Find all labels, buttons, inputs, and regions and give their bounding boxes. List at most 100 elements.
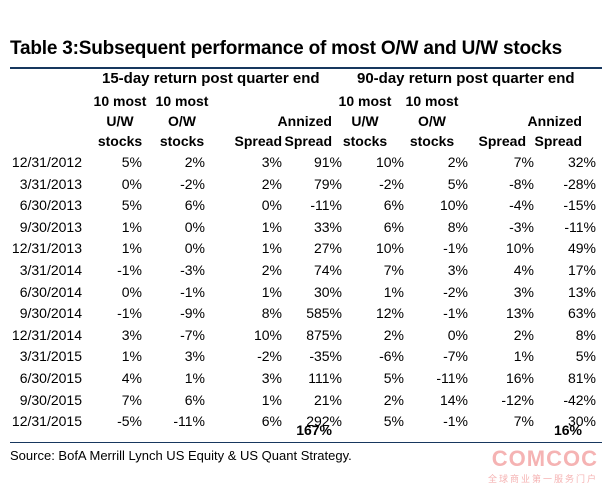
cell-sp90: 1% [513, 348, 534, 365]
cell-ow15: -1% [180, 283, 205, 300]
cell-an15: 79% [313, 175, 342, 192]
cell-an90: -15% [563, 197, 596, 214]
cell-ow15: 2% [184, 154, 205, 170]
header-uw-90-line3: stocks [342, 133, 388, 149]
cell-an90: 13% [567, 283, 596, 300]
cell-an15: 91% [313, 154, 342, 170]
cell-uw90: 7% [383, 261, 404, 278]
cell-uw90: 5% [383, 413, 404, 430]
cell-sp15: 1% [261, 391, 282, 408]
cell-an90: 30% [567, 413, 596, 430]
row-date: 3/31/2013 [19, 175, 82, 192]
header-annized-15-line1: Annized [277, 113, 332, 129]
cell-an90: -42% [563, 391, 596, 408]
cell-uw15: -5% [117, 413, 142, 430]
row-date: 6/30/2014 [19, 283, 82, 300]
table-row: 12/31/2012 5% 2% 3% 91% 10% 2% 7% 32% [10, 152, 596, 174]
cell-sp90: 13% [505, 305, 534, 322]
group-header-90-day: 90-day return post quarter end [357, 70, 575, 87]
header-ow-90-line3: stocks [409, 133, 455, 149]
header-spread-90-label: Spread [478, 133, 526, 149]
cell-an90: 8% [575, 326, 596, 343]
cell-ow15: 0% [184, 240, 205, 257]
header-ow-15-line2: O/W [168, 113, 196, 129]
cell-ow90: 8% [447, 218, 468, 235]
total-annized-90: 16% [553, 422, 582, 438]
cell-sp15: 3% [261, 154, 282, 170]
cell-sp15: 2% [261, 175, 282, 192]
cell-uw15: 0% [121, 283, 142, 300]
footer-rule [10, 442, 602, 443]
cell-uw15: 1% [121, 240, 142, 257]
cell-ow90: 0% [447, 326, 468, 343]
header-ow-90-line1: 10 most [405, 93, 459, 109]
cell-ow15: 1% [184, 369, 205, 386]
header-annized-90-line2: Spread [534, 133, 582, 149]
cell-an90: 49% [567, 240, 596, 257]
performance-table: 12/31/2012 5% 2% 3% 91% 10% 2% 7% 32% 3/31/2013 0%… [10, 152, 596, 433]
cell-uw90: -2% [379, 175, 404, 192]
header-ow-90-line2: O/W [418, 113, 446, 129]
cell-uw15: 5% [121, 197, 142, 214]
cell-an15: 585% [306, 305, 342, 322]
table-row: 9/30/2014 -1% -9% 8% 585% 12% -1% 13% 63% [10, 303, 596, 325]
header-annized-15-line2: Spread [284, 133, 332, 149]
cell-sp15: 1% [261, 218, 282, 235]
cell-sp90: -4% [509, 197, 534, 214]
header-spread-15-label: Spread [234, 133, 282, 149]
row-date: 3/31/2014 [19, 261, 82, 278]
cell-ow90: 5% [447, 175, 468, 192]
row-date: 6/30/2015 [19, 369, 82, 386]
cell-ow90: -11% [436, 369, 468, 386]
cell-sp90: 7% [513, 154, 534, 170]
cell-an15: 33% [313, 218, 342, 235]
header-ow-15-line1: 10 most [155, 93, 209, 109]
table-body: 12/31/2012 5% 2% 3% 91% 10% 2% 7% 32% 3/31/2013 0%… [10, 152, 596, 433]
cell-an15: 74% [313, 261, 342, 278]
table-row: 9/30/2013 1% 0% 1% 33% 6% 8% -3% -11% [10, 217, 596, 239]
cell-sp15: 10% [253, 326, 282, 343]
cell-ow15: -11% [173, 413, 205, 430]
cell-uw15: 1% [121, 218, 142, 235]
row-date: 9/30/2015 [19, 391, 82, 408]
cell-ow90: -2% [443, 283, 468, 300]
cell-ow90: 14% [439, 391, 468, 408]
total-annized-15: 167% [296, 422, 332, 438]
cell-uw15: 4% [121, 369, 142, 386]
cell-uw90: -6% [379, 348, 404, 365]
cell-an90: 5% [575, 348, 596, 365]
cell-an90: -11% [564, 218, 596, 235]
table-row: 12/31/2015 -5% -11% 6% 292% 5% -1% 7% 30% [10, 411, 596, 433]
header-uw-15: 10 most U/W stocks [92, 91, 148, 151]
cell-uw90: 10% [375, 240, 404, 257]
header-uw-90: 10 most U/W stocks [336, 91, 394, 151]
row-date: 9/30/2013 [19, 218, 82, 235]
header-annized-15: Annized Spread [272, 111, 332, 151]
cell-ow15: 3% [184, 348, 205, 365]
table-row: 9/30/2015 7% 6% 1% 21% 2% 14% -12% -42% [10, 390, 596, 412]
cell-sp90: -12% [501, 391, 534, 408]
header-annized-90: Annized Spread [520, 111, 582, 151]
title-rule [10, 67, 602, 69]
cell-uw15: 1% [121, 348, 142, 365]
cell-uw15: -1% [117, 261, 142, 278]
table-row: 3/31/2013 0% -2% 2% 79% -2% 5% -8% -28% [10, 174, 596, 196]
cell-ow15: -7% [180, 326, 205, 343]
cell-an15: 30% [313, 283, 342, 300]
header-ow-15: 10 most O/W stocks [153, 91, 211, 151]
cell-an15: -11% [310, 197, 342, 214]
cell-sp15: 0% [261, 197, 282, 214]
header-uw-90-line2: U/W [351, 113, 379, 129]
cell-ow15: -9% [180, 305, 205, 322]
table-row: 6/30/2014 0% -1% 1% 30% 1% -2% 3% 13% [10, 282, 596, 304]
cell-uw90: 5% [383, 369, 404, 386]
cell-sp90: 10% [505, 240, 534, 257]
cell-sp90: -3% [509, 218, 534, 235]
cell-an15: -35% [309, 348, 342, 365]
cell-sp90: 4% [513, 261, 534, 278]
cell-uw90: 2% [383, 326, 404, 343]
cell-ow15: 0% [184, 218, 205, 235]
cell-ow15: -2% [180, 175, 205, 192]
cell-uw90: 6% [383, 218, 404, 235]
cell-an15: 292% [306, 413, 342, 430]
